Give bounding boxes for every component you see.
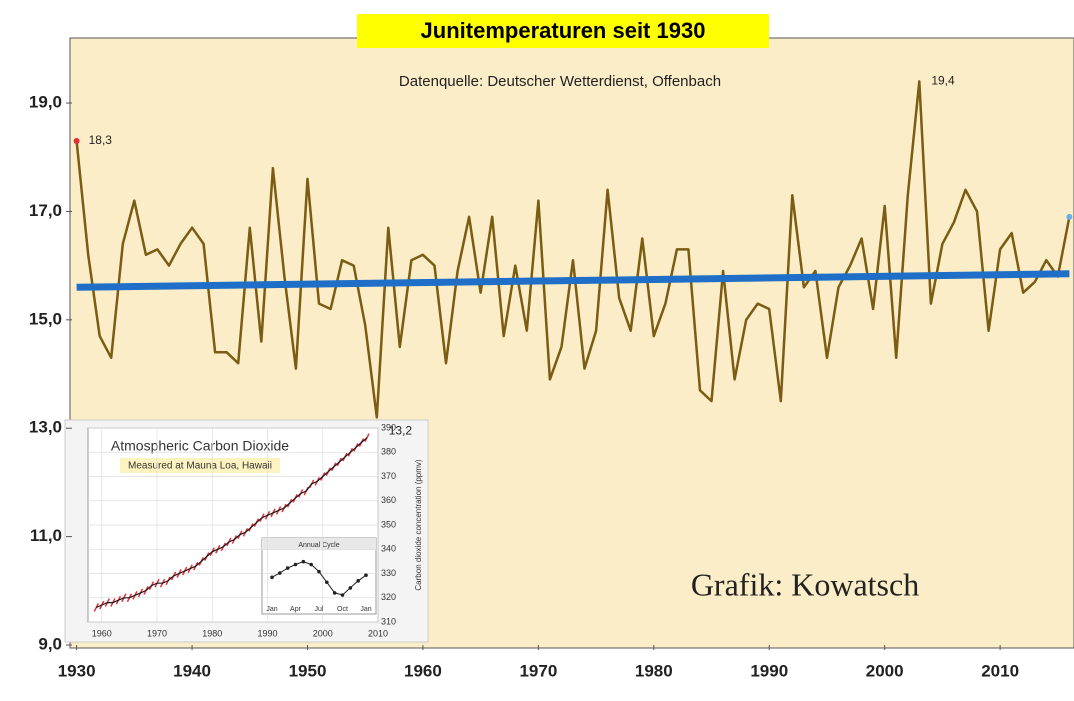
end-point <box>1066 213 1073 220</box>
x-tick-label: 2000 <box>866 661 904 680</box>
chart-subtitle: Datenquelle: Deutscher Wetterdienst, Off… <box>399 73 721 90</box>
x-tick-label: 1930 <box>58 661 96 680</box>
cycle-point <box>278 571 282 575</box>
x-tick-label: 2010 <box>981 661 1019 680</box>
cycle-point <box>270 575 274 580</box>
title-background <box>357 14 769 48</box>
cycle-point <box>285 566 290 570</box>
x-tick-label: 1980 <box>635 661 673 680</box>
y-tick-label: 350 <box>381 519 396 529</box>
x-tick-label: Jan <box>360 606 371 613</box>
cycle-point <box>340 593 345 597</box>
y-tick-label: 19,0 <box>29 93 62 112</box>
cycle-point <box>301 559 306 564</box>
y-tick-label: 380 <box>381 447 396 457</box>
x-tick-label: Jul <box>315 606 324 613</box>
x-tick-label: 1980 <box>202 628 222 638</box>
y-tick-label: 11,0 <box>30 526 62 545</box>
value-label: 18,3 <box>89 133 113 147</box>
x-tick-label: 1940 <box>173 661 211 680</box>
y-tick-label: 390 <box>381 422 396 432</box>
cycle-header <box>262 538 376 550</box>
inset-subtitle-background <box>120 458 280 473</box>
x-tick-label: 1950 <box>289 661 327 680</box>
x-tick-label: 1960 <box>92 628 112 638</box>
cycle-point <box>309 562 313 567</box>
cycle-point <box>356 579 360 583</box>
cycle-point <box>325 580 329 585</box>
x-tick-label: 2010 <box>368 628 388 638</box>
cycle-point <box>332 591 337 595</box>
x-tick-label: 1960 <box>404 661 442 680</box>
y-tick-label: 370 <box>381 471 396 481</box>
cycle-point <box>317 569 321 574</box>
cycle-point <box>293 562 298 567</box>
credit: Grafik: Kowatsch <box>691 566 919 602</box>
y-tick-label: 360 <box>381 495 396 505</box>
start-point <box>73 137 80 144</box>
y-tick-label: 17,0 <box>29 201 62 220</box>
x-tick-label: 1970 <box>147 628 167 638</box>
inset-subtitle: Measured at Mauna Loa, Hawaii <box>128 461 272 472</box>
cycle-point <box>364 573 368 577</box>
x-tick-label: 1990 <box>750 661 788 680</box>
chart-title: Junitemperaturen seit 1930 <box>421 18 706 43</box>
cycle-point <box>348 586 353 590</box>
x-tick-label: 1970 <box>519 661 557 680</box>
trend-line <box>76 270 1070 291</box>
value-label: 19,4 <box>931 74 955 88</box>
y-tick-label: 330 <box>381 568 396 578</box>
x-tick-label: 1990 <box>258 628 278 638</box>
x-tick-label: 2000 <box>313 628 333 638</box>
inset-title: Atmospheric Carbon Dioxide <box>111 438 289 454</box>
y-tick-label: 9,0 <box>38 634 62 653</box>
inset-y-label: Carbon dioxide concentration (ppmv) <box>414 459 423 591</box>
x-tick-label: Oct <box>337 606 348 613</box>
x-tick-label: Jan <box>266 606 277 613</box>
y-tick-label: 340 <box>381 544 396 554</box>
y-tick-label: 310 <box>381 616 396 626</box>
y-tick-label: 13,0 <box>29 418 62 437</box>
x-tick-label: Apr <box>290 606 302 613</box>
cycle-title: Annual Cycle <box>298 542 339 549</box>
co2-line <box>96 437 368 609</box>
y-tick-label: 320 <box>381 592 396 602</box>
cycle-frame <box>261 537 377 615</box>
value-label: 13,2 <box>389 424 413 438</box>
y-tick-label: 15,0 <box>29 309 62 328</box>
temperature-line <box>75 80 1071 419</box>
